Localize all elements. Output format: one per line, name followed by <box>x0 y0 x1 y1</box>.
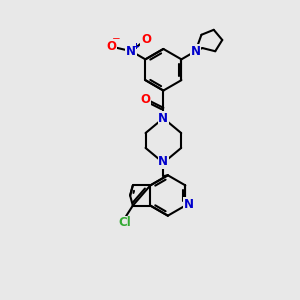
Text: N: N <box>158 112 168 125</box>
Text: N: N <box>184 198 194 211</box>
Text: O: O <box>140 93 150 106</box>
Text: N: N <box>158 155 168 168</box>
Text: N: N <box>190 45 201 58</box>
Text: Cl: Cl <box>118 216 131 230</box>
Text: O: O <box>106 40 116 52</box>
Text: N: N <box>126 45 136 58</box>
Text: +: + <box>132 42 139 51</box>
Text: −: − <box>112 34 121 44</box>
Text: O: O <box>141 33 151 46</box>
